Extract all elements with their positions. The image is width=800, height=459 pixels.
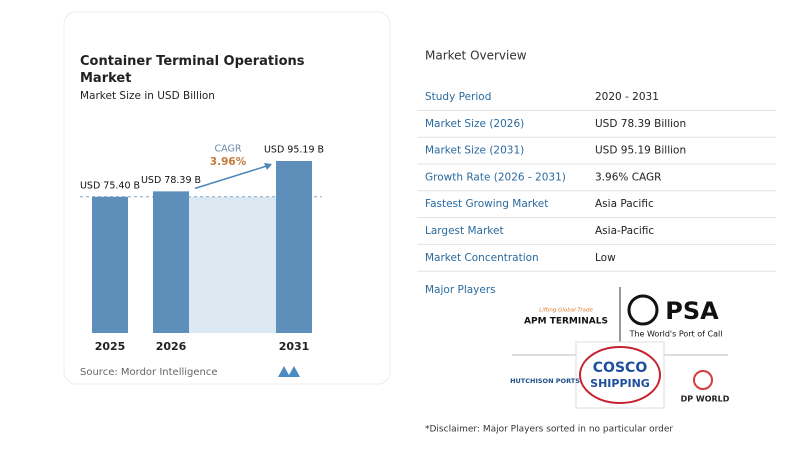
row-label: Largest Market (425, 225, 504, 237)
bar (92, 196, 128, 333)
value-label: USD 78.39 B (141, 175, 201, 186)
hutchison-logo: HUTCHISON PORTS (510, 377, 580, 385)
row-label: Fastest Growing Market (425, 198, 548, 210)
row-value: Asia-Pacific (595, 225, 654, 237)
row-label: Market Size (2031) (425, 145, 524, 157)
chart-subtitle: Market Size in USD Billion (80, 90, 215, 102)
players-title: Major Players (425, 284, 496, 296)
apm-tagline: Lifting Global Trade (539, 308, 593, 314)
row-label: Market Concentration (425, 252, 539, 264)
dp-logo: DP WORLD (681, 395, 730, 404)
disclaimer: *Disclaimer: Major Players sorted in no … (425, 425, 673, 435)
row-value: 2020 - 2031 (595, 91, 659, 103)
bar (276, 161, 312, 333)
row-value: Low (595, 252, 616, 264)
row-label: Growth Rate (2026 - 2031) (425, 171, 566, 183)
chart-title: Container Terminal Operations Market (80, 54, 305, 86)
x-tick-label: 2026 (156, 340, 187, 353)
cagr-arrow (194, 164, 271, 190)
bar-chart: USD 75.40 B 2025 USD 78.39 B 2026 USD 95.19 … (80, 144, 324, 354)
brand-icon (278, 366, 300, 377)
psa-tagline: The World's Port of Call (629, 330, 723, 339)
row-value: USD 78.39 Billion (595, 118, 686, 130)
x-tick-label: 2025 (95, 340, 126, 353)
row-value: 3.96% CAGR (595, 171, 661, 183)
cagr-arrowhead (264, 163, 272, 170)
player-logos: Lifting Global Trade APM TERMINALS PSA T… (510, 287, 730, 409)
bar (153, 191, 189, 333)
cosco-logo: COSCO (593, 360, 648, 376)
cagr-value: 3.96% (210, 156, 247, 168)
row-label: Market Size (2026) (425, 118, 524, 130)
source: Source: Mordor Intelligence (80, 367, 218, 378)
x-tick-label: 2031 (279, 340, 310, 353)
row-label: Study Period (425, 91, 491, 103)
row-value: USD 95.19 Billion (595, 145, 686, 157)
apm-logo: APM TERMINALS (524, 317, 608, 327)
value-label: USD 75.40 B (80, 180, 140, 191)
row-value: Asia Pacific (595, 198, 654, 210)
cosco-sub: SHIPPING (590, 377, 650, 390)
overview-table: Study Period 2020 - 2031 Market Size (2026… (417, 91, 776, 272)
psa-logo: PSA (665, 297, 719, 325)
overview-title: Market Overview (425, 49, 527, 63)
cagr-label: CAGR (215, 144, 242, 155)
value-label: USD 95.19 B (264, 145, 324, 156)
growth-area (189, 196, 276, 333)
